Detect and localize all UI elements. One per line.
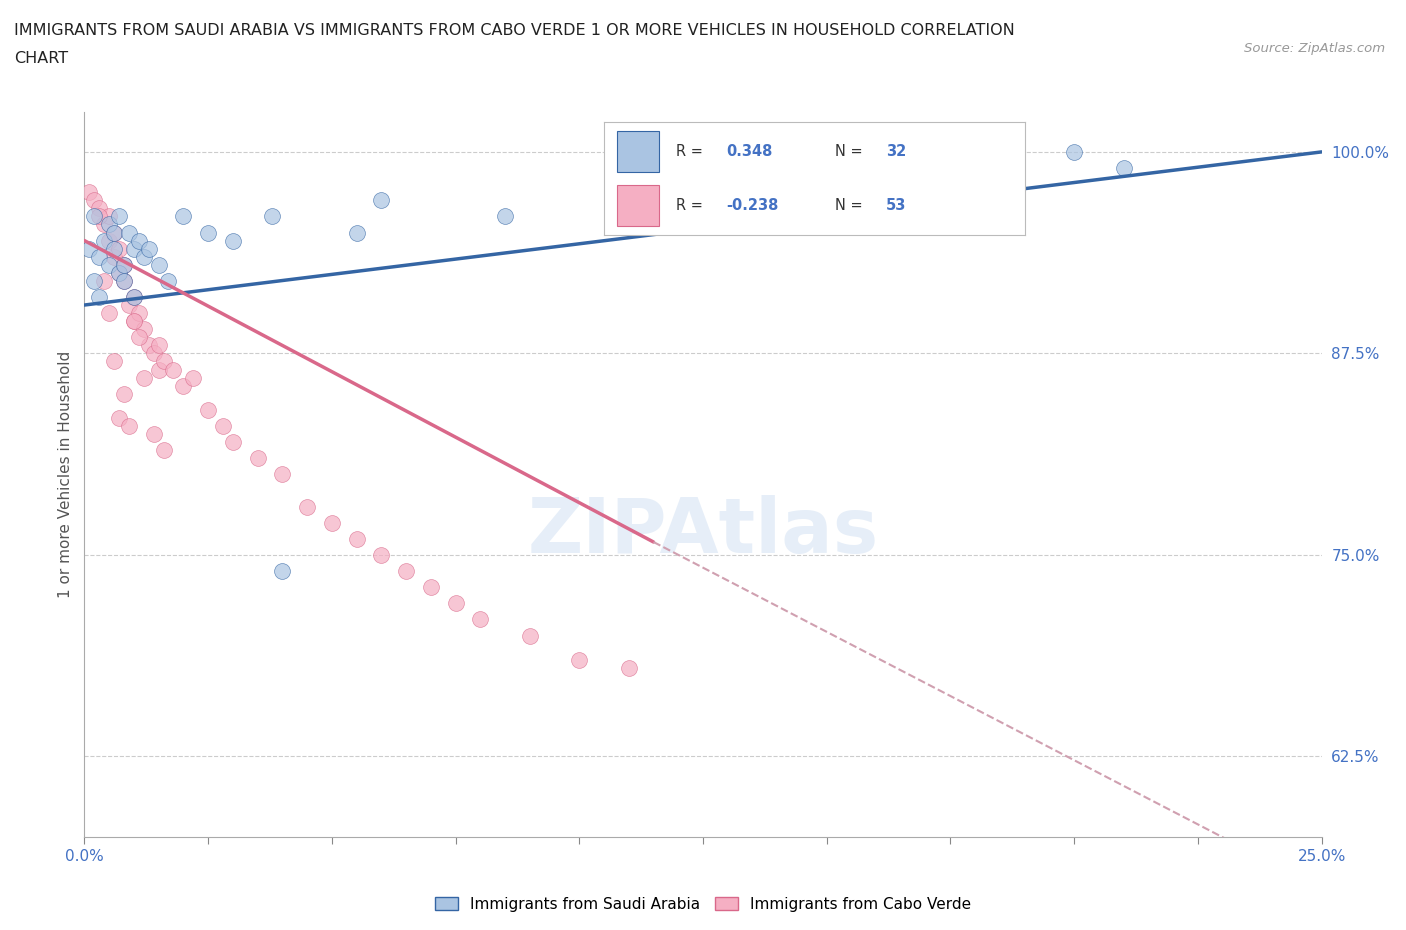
- Point: [122, 313, 145, 328]
- Text: Source: ZipAtlas.com: Source: ZipAtlas.com: [1244, 42, 1385, 55]
- Point: [93, 217, 115, 232]
- Point: [118, 225, 141, 240]
- Point: [271, 564, 294, 578]
- Point: [103, 249, 125, 264]
- Point: [128, 233, 150, 248]
- Point: [262, 209, 284, 224]
- Point: [470, 612, 492, 627]
- Point: [112, 258, 135, 272]
- Point: [148, 258, 170, 272]
- Point: [93, 233, 115, 248]
- Point: [103, 241, 125, 256]
- Legend: Immigrants from Saudi Arabia, Immigrants from Cabo Verde: Immigrants from Saudi Arabia, Immigrants…: [429, 890, 977, 918]
- Point: [108, 209, 131, 224]
- Point: [83, 209, 105, 224]
- Text: ZIPAtlas: ZIPAtlas: [527, 496, 879, 569]
- Point: [98, 233, 121, 248]
- Text: CHART: CHART: [14, 51, 67, 66]
- Point: [142, 346, 165, 361]
- Point: [132, 370, 155, 385]
- Point: [112, 386, 135, 401]
- Point: [98, 306, 121, 321]
- Point: [128, 306, 150, 321]
- Point: [122, 289, 145, 304]
- Point: [108, 265, 131, 280]
- Point: [132, 249, 155, 264]
- Point: [370, 193, 392, 207]
- Point: [271, 467, 294, 482]
- Point: [172, 379, 194, 393]
- Point: [108, 265, 131, 280]
- Point: [79, 185, 101, 200]
- Point: [108, 241, 131, 256]
- Point: [148, 362, 170, 377]
- Point: [222, 233, 245, 248]
- Point: [89, 249, 111, 264]
- Point: [346, 225, 368, 240]
- Point: [142, 427, 165, 442]
- Point: [494, 209, 516, 224]
- Point: [89, 201, 111, 216]
- Point: [152, 354, 174, 369]
- Point: [98, 258, 121, 272]
- Point: [295, 499, 318, 514]
- Point: [98, 209, 121, 224]
- Point: [157, 273, 180, 288]
- Point: [212, 418, 235, 433]
- Point: [122, 313, 145, 328]
- Point: [128, 330, 150, 345]
- Point: [118, 418, 141, 433]
- Point: [419, 579, 441, 594]
- Point: [346, 531, 368, 546]
- Point: [181, 370, 204, 385]
- Point: [132, 322, 155, 337]
- Point: [138, 241, 160, 256]
- Point: [568, 652, 591, 667]
- Point: [112, 258, 135, 272]
- Point: [1112, 161, 1135, 176]
- Point: [118, 298, 141, 312]
- Point: [395, 564, 418, 578]
- Point: [98, 217, 121, 232]
- Point: [519, 628, 541, 643]
- Point: [122, 241, 145, 256]
- Point: [617, 660, 640, 675]
- Point: [103, 354, 125, 369]
- Point: [112, 273, 135, 288]
- Point: [93, 273, 115, 288]
- Point: [152, 443, 174, 458]
- Point: [103, 225, 125, 240]
- Point: [138, 338, 160, 352]
- Point: [370, 548, 392, 563]
- Point: [197, 225, 219, 240]
- Point: [148, 338, 170, 352]
- Point: [1063, 144, 1085, 159]
- Point: [103, 225, 125, 240]
- Point: [108, 410, 131, 425]
- Point: [162, 362, 184, 377]
- Point: [83, 273, 105, 288]
- Text: IMMIGRANTS FROM SAUDI ARABIA VS IMMIGRANTS FROM CABO VERDE 1 OR MORE VEHICLES IN: IMMIGRANTS FROM SAUDI ARABIA VS IMMIGRAN…: [14, 23, 1015, 38]
- Point: [321, 515, 343, 530]
- Point: [246, 451, 269, 466]
- Point: [122, 289, 145, 304]
- Point: [444, 596, 467, 611]
- Point: [83, 193, 105, 207]
- Point: [89, 289, 111, 304]
- Point: [112, 273, 135, 288]
- Point: [89, 209, 111, 224]
- Point: [197, 403, 219, 418]
- Point: [79, 241, 101, 256]
- Point: [222, 434, 245, 449]
- Y-axis label: 1 or more Vehicles in Household: 1 or more Vehicles in Household: [58, 351, 73, 598]
- Point: [172, 209, 194, 224]
